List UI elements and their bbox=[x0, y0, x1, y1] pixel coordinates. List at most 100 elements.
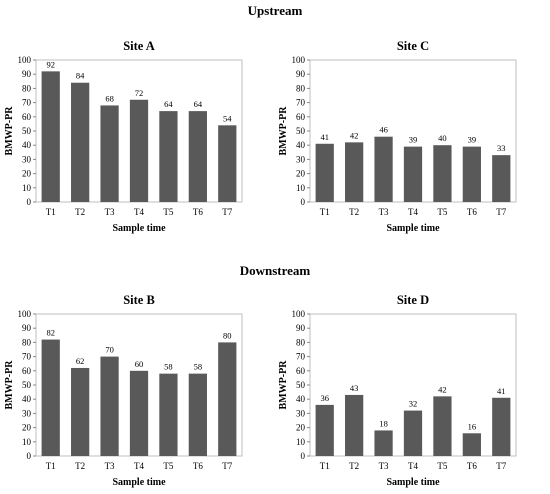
data-label-t3: 46 bbox=[379, 125, 388, 135]
section-title-upstream: Upstream bbox=[247, 3, 303, 18]
x-tick-label-t2: T2 bbox=[75, 461, 85, 471]
y-tick-label-10: 10 bbox=[296, 437, 306, 447]
x-axis-label: Sample time bbox=[112, 223, 166, 234]
y-tick-label-80: 80 bbox=[22, 337, 32, 347]
x-tick-label-t6: T6 bbox=[467, 207, 477, 217]
data-label-t1: 36 bbox=[320, 393, 329, 403]
x-tick-label-t7: T7 bbox=[222, 461, 232, 471]
x-tick-label-t2: T2 bbox=[75, 207, 85, 217]
y-tick-label-50: 50 bbox=[296, 126, 306, 136]
data-label-t4: 32 bbox=[409, 399, 418, 409]
bar-t3 bbox=[374, 430, 393, 456]
y-tick-label-10: 10 bbox=[22, 437, 32, 447]
x-tick-label-t6: T6 bbox=[467, 461, 477, 471]
bar-t7 bbox=[218, 125, 237, 202]
y-tick-label-30: 30 bbox=[296, 154, 306, 164]
data-label-t7: 54 bbox=[223, 113, 232, 123]
y-tick-label-20: 20 bbox=[22, 169, 32, 179]
x-tick-label-t3: T3 bbox=[105, 461, 115, 471]
y-tick-label-10: 10 bbox=[296, 183, 306, 193]
y-axis-label: BMWP-PR bbox=[4, 360, 15, 410]
y-tick-label-80: 80 bbox=[22, 83, 32, 93]
x-tick-label-t5: T5 bbox=[163, 207, 173, 217]
y-tick-label-20: 20 bbox=[296, 423, 306, 433]
data-label-t6: 64 bbox=[194, 99, 203, 109]
y-tick-label-100: 100 bbox=[18, 55, 32, 65]
y-tick-label-60: 60 bbox=[296, 112, 306, 122]
bar-t4 bbox=[129, 99, 149, 202]
y-tick-label-60: 60 bbox=[22, 112, 32, 122]
y-tick-label-90: 90 bbox=[296, 323, 306, 333]
bar-t3 bbox=[374, 136, 393, 202]
data-label-t6: 39 bbox=[468, 135, 477, 145]
x-tick-label-t6: T6 bbox=[193, 207, 203, 217]
data-label-t1: 82 bbox=[46, 328, 55, 338]
x-tick-label-t7: T7 bbox=[496, 461, 506, 471]
data-label-t2: 43 bbox=[350, 383, 359, 393]
y-tick-label-40: 40 bbox=[22, 140, 32, 150]
x-tick-label-t7: T7 bbox=[222, 207, 232, 217]
y-tick-label-90: 90 bbox=[296, 69, 306, 79]
y-tick-label-30: 30 bbox=[296, 408, 306, 418]
y-tick-label-60: 60 bbox=[296, 366, 306, 376]
data-label-t5: 58 bbox=[164, 362, 173, 372]
data-label-t7: 80 bbox=[223, 330, 232, 340]
y-tick-label-70: 70 bbox=[296, 352, 306, 362]
x-tick-label-t4: T4 bbox=[408, 207, 418, 217]
y-tick-label-90: 90 bbox=[22, 323, 32, 333]
chart-site-d: Site D 0 10 20 30 40 50 60 70 80 90 100 36 T1 43 T2 18 T3… bbox=[278, 293, 517, 488]
x-tick-label-t4: T4 bbox=[134, 207, 144, 217]
x-tick-label-t7: T7 bbox=[496, 207, 506, 217]
y-tick-label-100: 100 bbox=[292, 55, 306, 65]
data-label-t6: 58 bbox=[194, 362, 203, 372]
y-tick-label-100: 100 bbox=[292, 309, 306, 319]
bar-t3 bbox=[100, 356, 119, 456]
x-tick-label-t2: T2 bbox=[349, 461, 359, 471]
y-tick-label-50: 50 bbox=[22, 126, 32, 136]
bar-t1 bbox=[315, 404, 334, 456]
y-tick-label-10: 10 bbox=[22, 183, 32, 193]
y-tick-label-90: 90 bbox=[22, 69, 32, 79]
x-tick-label-t5: T5 bbox=[437, 461, 447, 471]
data-label-t6: 16 bbox=[468, 421, 477, 431]
y-tick-label-50: 50 bbox=[22, 380, 32, 390]
x-tick-label-t6: T6 bbox=[193, 461, 203, 471]
bar-t2 bbox=[345, 394, 364, 456]
y-tick-label-70: 70 bbox=[22, 98, 32, 108]
chart-title: Site C bbox=[397, 39, 429, 53]
bar-t6 bbox=[188, 111, 207, 202]
data-label-t3: 18 bbox=[379, 418, 388, 428]
bar-t7 bbox=[492, 397, 511, 456]
x-tick-label-t2: T2 bbox=[349, 207, 359, 217]
bar-t2 bbox=[71, 367, 90, 456]
x-tick-label-t1: T1 bbox=[46, 207, 56, 217]
y-tick-label-40: 40 bbox=[22, 394, 32, 404]
y-tick-label-0: 0 bbox=[27, 197, 32, 207]
y-tick-label-30: 30 bbox=[22, 154, 32, 164]
data-label-t3: 70 bbox=[105, 345, 114, 355]
bar-t7 bbox=[218, 342, 237, 456]
bar-t7 bbox=[492, 155, 511, 202]
y-tick-label-60: 60 bbox=[22, 366, 32, 376]
bar-t5 bbox=[159, 373, 178, 456]
chart-site-a: Site A 0 10 20 30 40 50 60 70 80 90 100 92 T1 84 T2 68 T3… bbox=[4, 39, 243, 234]
y-axis-label: BMWP-PR bbox=[4, 106, 15, 156]
data-label-t3: 68 bbox=[105, 93, 114, 103]
data-label-t5: 64 bbox=[164, 99, 173, 109]
x-tick-label-t3: T3 bbox=[379, 461, 389, 471]
y-tick-label-80: 80 bbox=[296, 337, 306, 347]
y-tick-label-70: 70 bbox=[22, 352, 32, 362]
y-tick-label-0: 0 bbox=[27, 451, 32, 461]
bar-t1 bbox=[315, 143, 334, 202]
x-tick-label-t5: T5 bbox=[437, 207, 447, 217]
x-tick-label-t4: T4 bbox=[134, 461, 144, 471]
y-tick-label-0: 0 bbox=[301, 197, 306, 207]
bar-t2 bbox=[345, 142, 364, 202]
data-label-t1: 41 bbox=[320, 132, 329, 142]
x-axis-label: Sample time bbox=[386, 477, 440, 488]
data-label-t5: 40 bbox=[438, 133, 447, 143]
bar-t4 bbox=[403, 410, 423, 456]
x-axis-label: Sample time bbox=[112, 477, 166, 488]
section-title-downstream: Downstream bbox=[239, 263, 311, 278]
bar-t4 bbox=[129, 370, 149, 456]
